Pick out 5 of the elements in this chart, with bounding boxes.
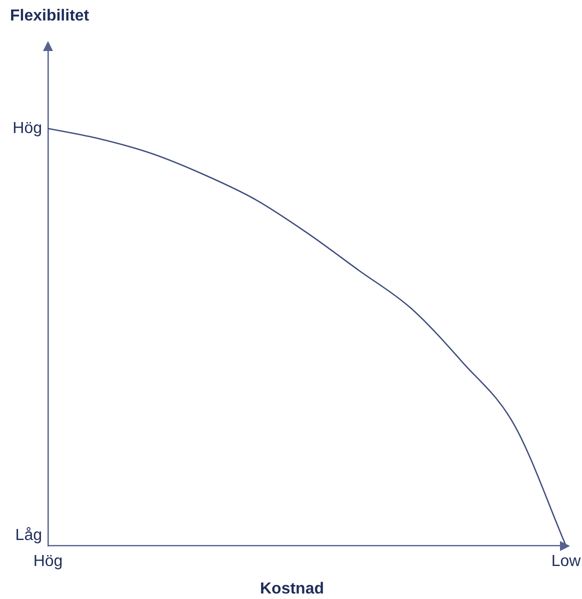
text: Flexibilitet (10, 7, 90, 24)
text: Låg (15, 527, 42, 544)
x-axis-title: Kostnad (260, 580, 324, 598)
x-tick-label: Low (551, 552, 582, 570)
text: Hög (12, 120, 42, 137)
